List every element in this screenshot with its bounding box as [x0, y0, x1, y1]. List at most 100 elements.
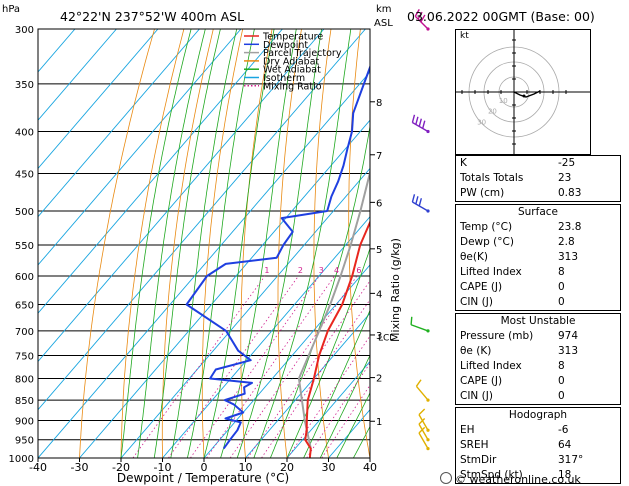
wind-barb-flag — [411, 194, 416, 203]
wet-adiabat — [137, 29, 206, 458]
wind-barb-staff — [410, 324, 429, 332]
unstable-row: CIN (J) 0 — [456, 389, 620, 404]
wet-adiabat — [253, 29, 352, 458]
skewt-curves: 1 2 3 4 6 8 10 15 20 25 — [185, 64, 378, 458]
wet-adiabat — [286, 247, 370, 458]
pressure-tick-label: 900 — [15, 416, 34, 427]
wind-barb-flag — [417, 11, 423, 20]
copyright-icon — [440, 472, 452, 484]
x-tick-label: -10 — [154, 461, 172, 474]
mixing-ratio-line — [247, 280, 370, 458]
pressure-tick-label: 700 — [15, 327, 34, 338]
wind-barb-flag — [415, 379, 422, 387]
hodo-label: StmDir — [460, 454, 497, 466]
surface-label: Temp (°C) — [460, 221, 513, 233]
pressure-tick-label: 650 — [15, 301, 34, 312]
unstable-row: Pressure (mb) 974 — [456, 329, 620, 344]
mixing-ratio-axis-label: Mixing Ratio (g/kg) — [389, 238, 402, 342]
hodograph-ring-label: 10 — [499, 97, 508, 105]
unstable-label: Lifted Index — [460, 360, 522, 372]
legend-entry: Parcel Trajectory — [263, 48, 342, 59]
index-row: K -25 — [456, 156, 620, 171]
km-tick-label: 8 — [376, 98, 382, 109]
isotherm — [38, 29, 159, 170]
wind-barb-flag — [411, 114, 416, 123]
wind-barb — [410, 316, 430, 333]
indices-panel: K -25 Totals Totals 23 PW (cm) 0.83 Surface T… — [455, 155, 621, 486]
hodo-value: 64 — [558, 439, 572, 451]
skewt-grid — [38, 29, 629, 458]
wind-barb-staff — [418, 423, 429, 441]
surface-label: θe(K) — [460, 251, 488, 263]
surface-value: 8 — [558, 266, 565, 278]
dry-adiabat — [313, 29, 332, 458]
x-tick-label: -30 — [71, 461, 89, 474]
footer-credit[interactable]: © weatheronline.co.uk — [440, 472, 581, 486]
mixing-ratio-label: 4 — [334, 266, 339, 275]
wind-barb-staff — [415, 385, 429, 401]
isotherm — [38, 29, 242, 266]
dry-adiabat — [240, 29, 273, 458]
footer-text: © weatheronline.co.uk — [455, 473, 581, 486]
pressure-tick-label: 400 — [15, 128, 34, 139]
mixing-ratio-line — [261, 299, 370, 458]
isotherm — [38, 29, 76, 73]
legend-entry: Dewpoint — [263, 40, 308, 51]
mixing-ratio-line — [190, 275, 320, 458]
hodo-row: EH -6 — [456, 423, 620, 438]
most-unstable-title: Most Unstable — [500, 315, 576, 327]
indices-top-box: K -25 Totals Totals 23 PW (cm) 0.83 — [455, 155, 621, 202]
index-label: K — [460, 157, 467, 169]
pressure-tick-label: 750 — [15, 351, 34, 362]
wet-adiabat — [220, 29, 297, 458]
wind-barb-base — [426, 129, 430, 134]
isotherm — [38, 29, 200, 218]
wet-adiabat — [319, 354, 370, 458]
unstable-row: Lifted Index 8 — [456, 359, 620, 374]
surface-value: 313 — [558, 251, 579, 263]
index-value: -25 — [558, 157, 576, 169]
hodograph-ring-label: 20 — [488, 108, 497, 116]
surface-label: CIN (J) — [460, 296, 493, 308]
x-axis-label: Dewpoint / Temperature (°C) — [117, 471, 289, 485]
wind-barb — [411, 194, 430, 213]
hodograph-trace — [513, 90, 541, 98]
surface-box: Surface Temp (°C) 23.8 Dewp (°C) 2.8 θe(K) 31… — [455, 204, 621, 311]
isotherm — [38, 29, 117, 121]
mixing-ratio-label: 2 — [298, 266, 303, 275]
unstable-value: 0 — [558, 375, 565, 387]
hodograph-storm-motion — [522, 94, 526, 98]
lcl-label: LCL — [378, 333, 394, 343]
most-unstable-box: Most Unstable Pressure (mb) 974 θe (K) 313 L… — [455, 313, 621, 405]
dry-adiabat — [625, 29, 629, 458]
unstable-value: 974 — [558, 330, 579, 342]
surface-label: CAPE (J) — [460, 281, 503, 293]
unstable-value: 313 — [558, 345, 579, 357]
wind-barb-staff — [414, 15, 429, 30]
dry-adiabat — [79, 29, 155, 458]
wind-barb-base — [426, 27, 430, 31]
unstable-value: 8 — [558, 360, 565, 372]
mixing-ratio-line — [321, 384, 370, 458]
km-label: km — [376, 4, 392, 15]
hpa-label: hPa — [2, 4, 20, 15]
pressure-tick-label: 350 — [15, 80, 34, 91]
legend-entry: Isotherm — [263, 73, 305, 84]
mixing-ratio-label: 8 — [373, 266, 378, 275]
wind-barb-flag — [415, 196, 419, 205]
wind-barb — [414, 8, 430, 31]
wind-barb-base — [426, 438, 430, 442]
isotherm — [162, 216, 370, 458]
wind-barb-flag — [418, 118, 423, 127]
pressure-tick-label: 450 — [15, 169, 34, 180]
isotherm — [38, 71, 370, 458]
wind-barb-staff — [412, 121, 429, 133]
unstable-row: θe (K) 313 — [456, 344, 620, 359]
isotherm — [120, 167, 370, 458]
wet-adiabat — [236, 29, 322, 458]
pressure-tick-label: 1000 — [9, 454, 34, 465]
hodo-row: StmSpd (kt) 18 — [456, 468, 620, 483]
legend-entry: Mixing Ratio — [263, 81, 322, 92]
